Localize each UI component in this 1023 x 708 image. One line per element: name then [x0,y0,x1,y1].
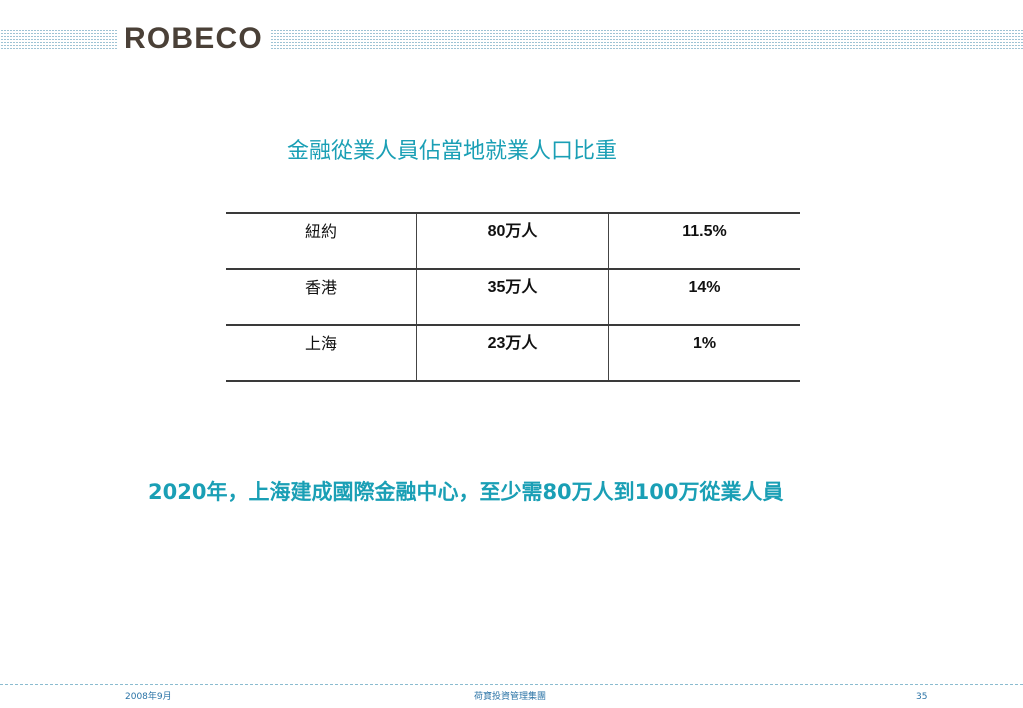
footer-date: 2008年9月 [125,692,172,702]
header-stripes-left [0,30,117,51]
statement-text: 2020年，上海建成國際金融中心，至少需80万人到100万從業人員 [148,480,784,504]
city-cell: 紐約 [304,222,337,241]
city-cell: 上海 [304,334,337,353]
employees-cell: 35万人 [416,270,608,324]
footer-divider [0,684,1023,685]
table-row: 香港 35万人 14% [226,270,800,326]
table-row: 紐約 80万人 11.5% [226,214,800,270]
employment-share-table: 紐約 80万人 11.5% 香港 35万人 14% 上海 23万人 1% [226,212,800,382]
header-stripes-right [270,30,1023,51]
city-cell: 香港 [304,278,337,297]
share-cell: 11.5% [608,214,800,268]
robeco-logo: ROBECO [124,22,263,55]
share-cell: 14% [608,270,800,324]
slide-title: 金融從業人員佔當地就業人口比重 [287,139,618,164]
employees-cell: 23万人 [416,326,608,380]
share-cell: 1% [608,326,800,380]
page-number: 35 [916,692,928,702]
table-row: 上海 23万人 1% [226,326,800,382]
employees-cell: 80万人 [416,214,608,268]
footer-company: 荷寶投資管理集團 [474,692,547,702]
